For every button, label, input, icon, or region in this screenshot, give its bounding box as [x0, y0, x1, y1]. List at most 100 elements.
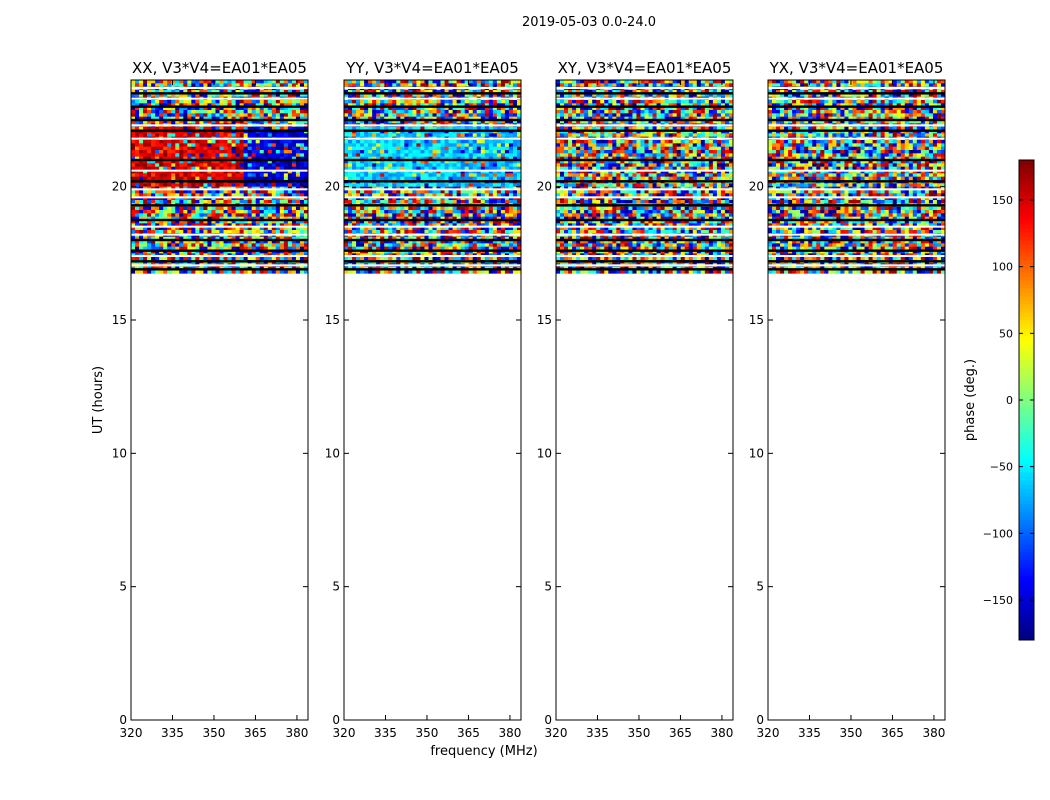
- panel-0-blank-row: [131, 137, 308, 140]
- panel-1-blank-row: [344, 196, 521, 199]
- panel-0-blank-row: [131, 188, 308, 191]
- panel-2-ytick-label: 5: [544, 580, 552, 594]
- colorbar-tick-label: −150: [983, 594, 1013, 607]
- colorbar-swatch: [1019, 252, 1034, 257]
- colorbar-swatch: [1019, 264, 1034, 269]
- colorbar-swatch: [1019, 336, 1034, 341]
- panel-3-flag-row: [768, 129, 945, 132]
- panel-0-blank-row: [131, 169, 308, 172]
- panel-1-blank-row: [344, 264, 521, 267]
- colorbar-swatch: [1019, 436, 1034, 441]
- panel-3-blank-row: [768, 169, 945, 172]
- colorbar-label: phase (deg.): [963, 359, 978, 441]
- panel-2-xtick-label: 335: [586, 726, 609, 740]
- colorbar-swatch: [1019, 460, 1034, 465]
- colorbar-swatch: [1019, 168, 1034, 173]
- colorbar-swatch: [1019, 216, 1034, 221]
- panel-3-flag-row: [768, 158, 945, 162]
- panel-3-blank-row: [768, 87, 945, 89]
- colorbar-swatch: [1019, 612, 1034, 617]
- panel-2-flag-row: [556, 180, 733, 183]
- panel-0-blank-row: [131, 97, 308, 100]
- colorbar-swatch: [1019, 248, 1034, 253]
- colorbar-swatch: [1019, 328, 1034, 333]
- panel-3-title: YX, V3*V4=EA01*EA05: [769, 59, 944, 77]
- panel-1-frame: [343, 79, 522, 721]
- panel-0-flag-row: [131, 218, 308, 222]
- panel-2-xtick-label: 365: [669, 726, 692, 740]
- panel-2-blank-row: [556, 255, 733, 257]
- colorbar-tick-label: 100: [992, 261, 1013, 274]
- panel-2-blank-row: [556, 169, 733, 172]
- panel-1-ytick-label: 15: [325, 313, 340, 327]
- colorbar-swatch: [1019, 492, 1034, 497]
- colorbar-swatch: [1019, 476, 1034, 481]
- colorbar-swatch: [1019, 480, 1034, 485]
- panel-2-xtick-label: 350: [628, 726, 651, 740]
- panel-3-phase-image: [768, 80, 946, 274]
- colorbar-swatch: [1019, 556, 1034, 561]
- colorbar-swatch: [1019, 384, 1034, 389]
- colorbar-swatch: [1019, 496, 1034, 501]
- panel-3-blank-row: [768, 255, 945, 257]
- colorbar-swatch: [1019, 500, 1034, 505]
- colorbar-swatch: [1019, 332, 1034, 337]
- panels-group: XX, V3*V4=EA01*EA05 320 335 350 365 380 0 5 10 15…: [112, 59, 946, 740]
- colorbar-swatch: [1019, 468, 1034, 473]
- colorbar-swatch: [1019, 244, 1034, 249]
- panel-3-flag-row: [768, 105, 945, 108]
- panel-0-flag-row: [131, 260, 308, 263]
- panel-0-frame: [130, 79, 309, 721]
- panel-1-xtick-label: 320: [333, 726, 356, 740]
- panel-1-flag-row: [344, 180, 521, 183]
- colorbar-swatch: [1019, 224, 1034, 229]
- colorbar-swatch: [1019, 316, 1034, 321]
- panel-0-phase-image: [131, 80, 309, 274]
- panel-0-flag-row: [131, 129, 308, 132]
- colorbar-swatch: [1019, 212, 1034, 217]
- panel-3-flag-row: [768, 92, 945, 95]
- colorbar-swatch: [1019, 400, 1034, 405]
- colorbar-swatch: [1019, 300, 1034, 305]
- colorbar-tick-label: 50: [999, 327, 1013, 340]
- colorbar-swatch: [1019, 340, 1034, 345]
- colorbar-swatch: [1019, 560, 1034, 565]
- colorbar-swatch: [1019, 420, 1034, 425]
- colorbar-swatch: [1019, 472, 1034, 477]
- panel-3-ytick-label: 15: [749, 313, 764, 327]
- panel-0-flag-row: [131, 249, 308, 252]
- panel-3-flag-row: [768, 268, 945, 271]
- colorbar-swatch: [1019, 592, 1034, 597]
- colorbar-swatch: [1019, 204, 1034, 209]
- panel-3-flag-row: [768, 238, 945, 242]
- panel-3-xtick-label: 335: [798, 726, 821, 740]
- panel-1-xtick-label: 380: [498, 726, 521, 740]
- colorbar-swatch: [1019, 308, 1034, 313]
- colorbar-tick-label: 150: [992, 194, 1013, 207]
- colorbar-swatch: [1019, 176, 1034, 181]
- colorbar-swatch: [1019, 188, 1034, 193]
- colorbar-tick-label: 0: [1006, 394, 1013, 407]
- colorbar-swatch: [1019, 284, 1034, 289]
- colorbar-swatch: [1019, 572, 1034, 577]
- colorbar-swatch: [1019, 456, 1034, 461]
- panel-2-blank-row: [556, 97, 733, 100]
- panel-0-blank-row: [131, 196, 308, 199]
- panel-3-xtick-label: 320: [757, 726, 780, 740]
- panel-1-blank-row: [344, 124, 521, 127]
- panel-0: XX, V3*V4=EA01*EA05 320 335 350 365 380 0 5 10 15…: [112, 59, 309, 740]
- panel-3-flag-row: [768, 249, 945, 252]
- colorbar-swatch: [1019, 372, 1034, 377]
- colorbar-swatch: [1019, 584, 1034, 589]
- panel-3-flag-row: [768, 260, 945, 263]
- colorbar-swatch: [1019, 536, 1034, 541]
- panel-3-blank-row: [768, 233, 945, 236]
- colorbar-swatch: [1019, 356, 1034, 361]
- panel-0-flag-row: [131, 158, 308, 162]
- panel-1-xtick-label: 335: [374, 726, 397, 740]
- colorbar-swatch: [1019, 360, 1034, 365]
- colorbar-tick-label: −50: [990, 461, 1013, 474]
- panel-3-ytick-label: 10: [749, 446, 764, 460]
- colorbar-swatch: [1019, 616, 1034, 621]
- panel-2-blank-row: [556, 196, 733, 199]
